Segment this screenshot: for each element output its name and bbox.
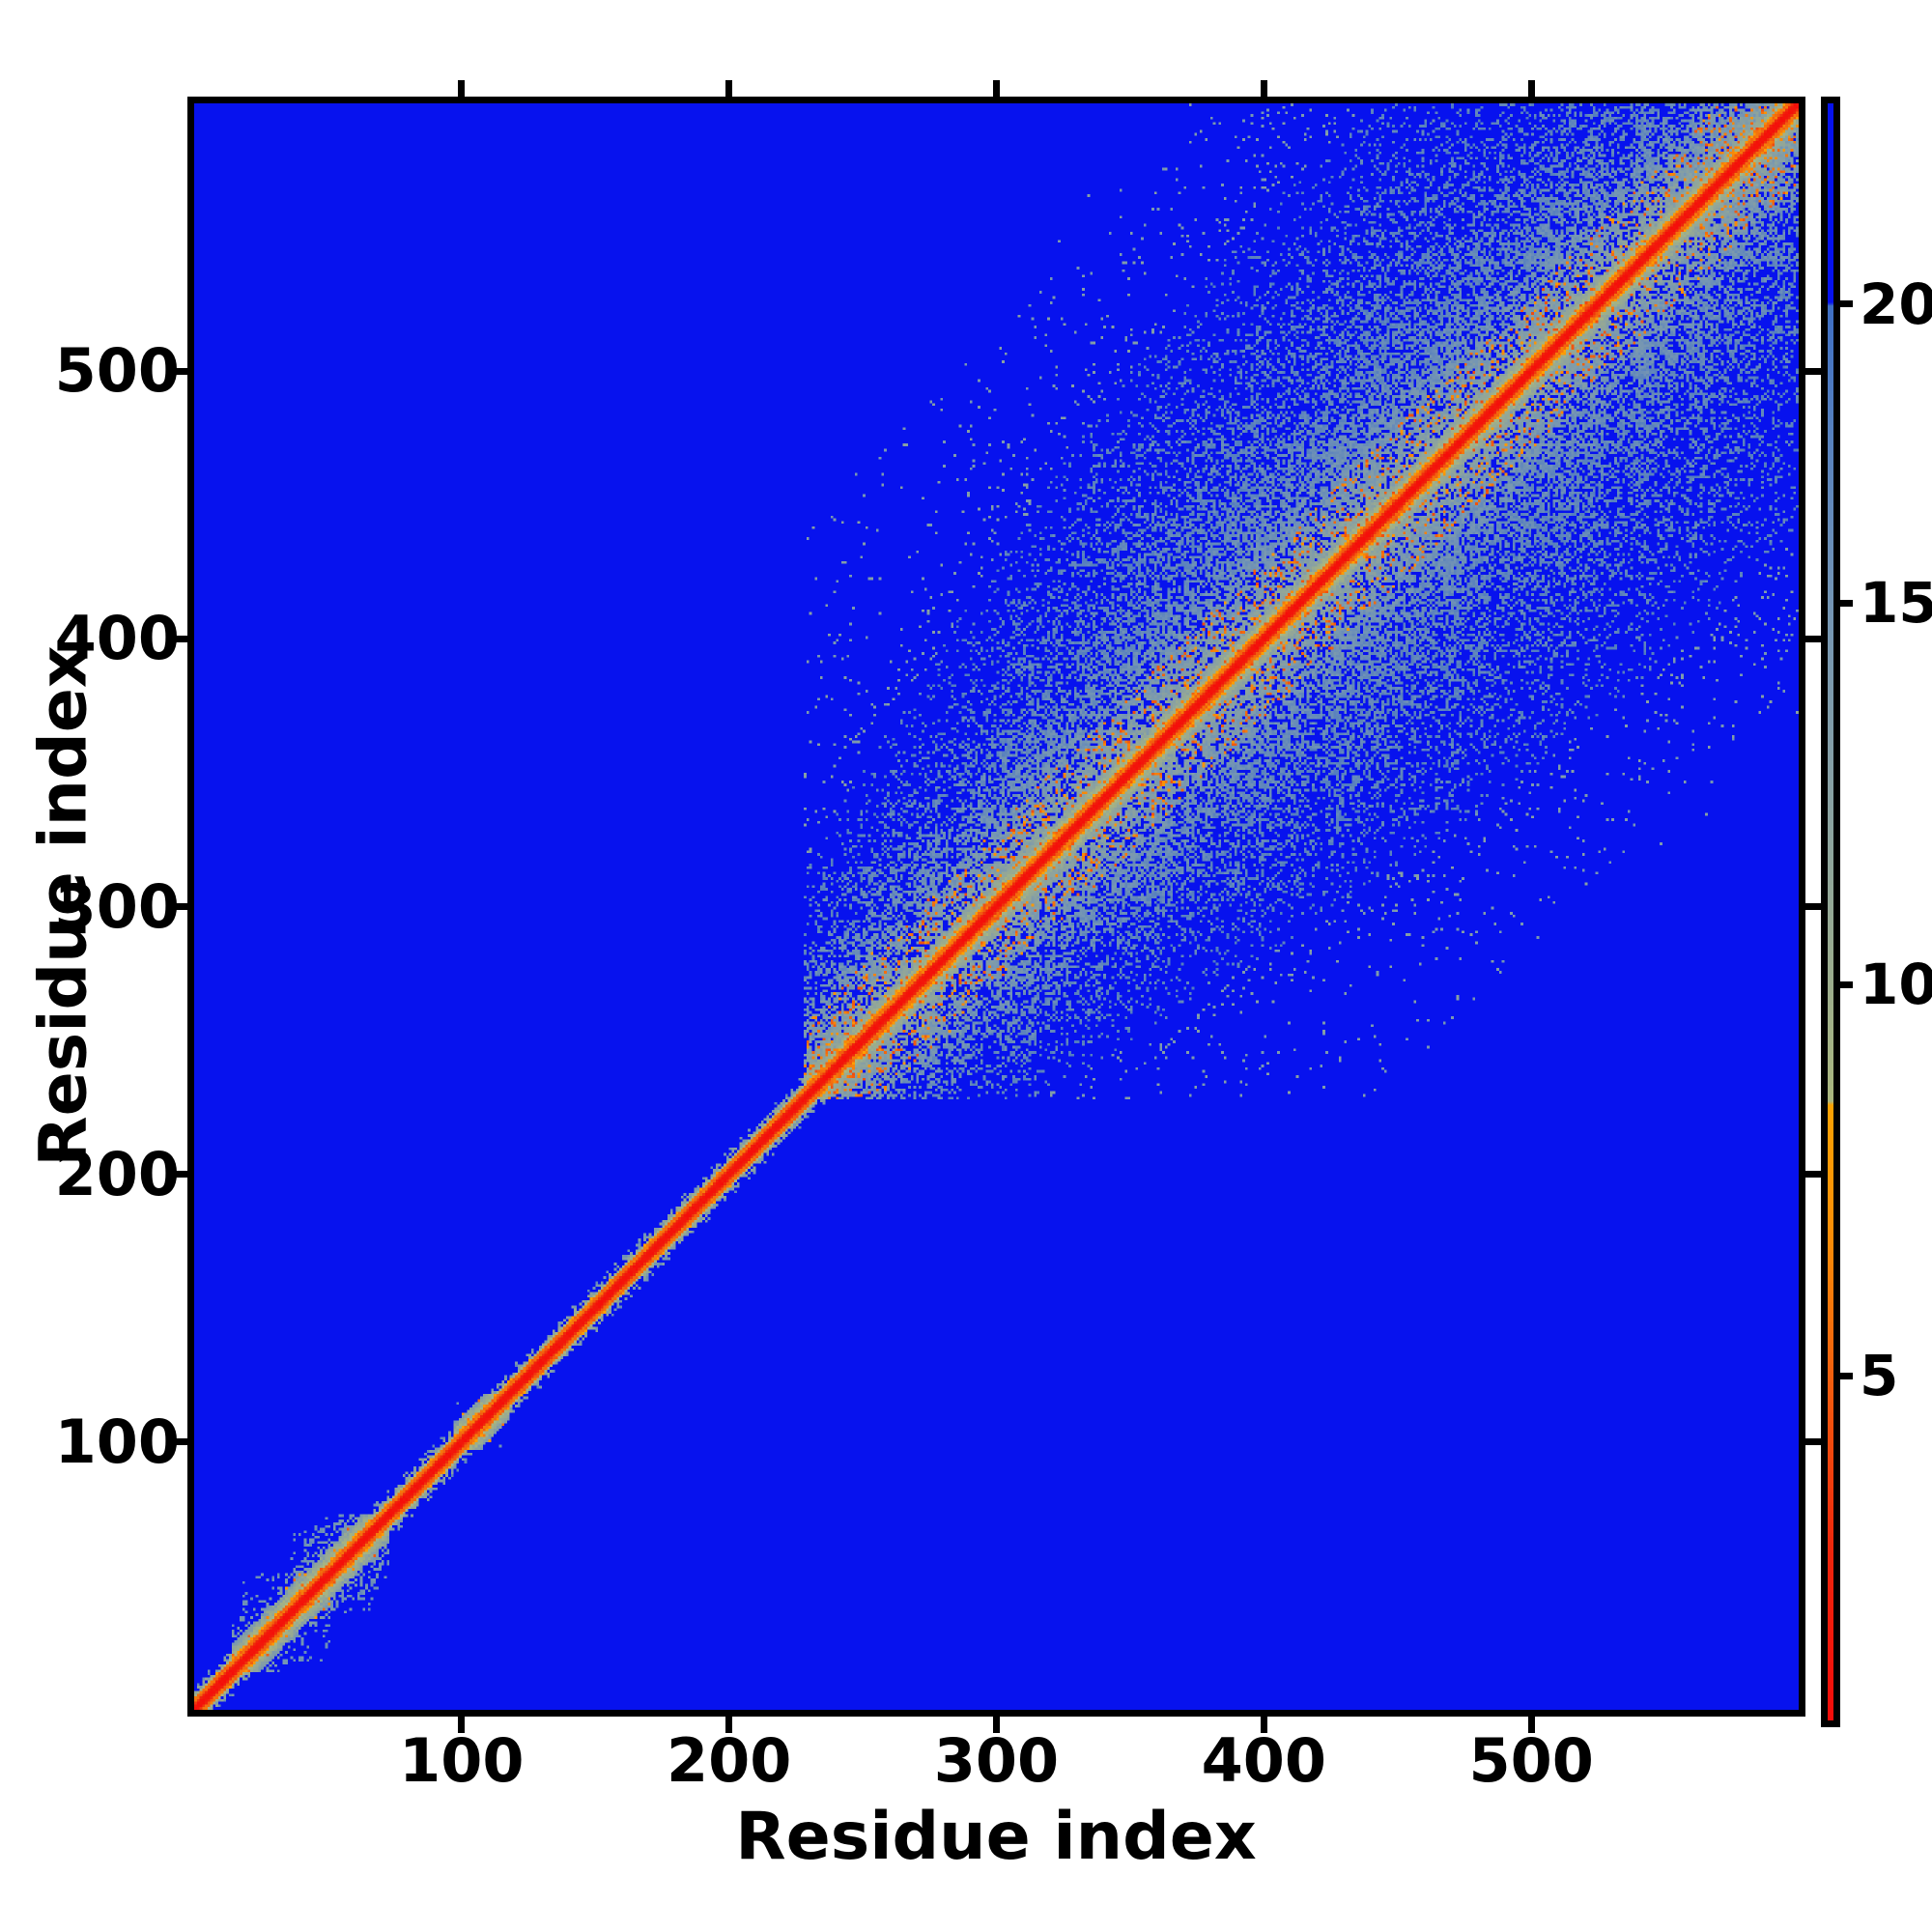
y-tick-label: 500	[54, 335, 180, 407]
colorbar-tick	[1840, 980, 1853, 988]
y-tick-left	[171, 1438, 187, 1446]
y-tick-left	[171, 635, 187, 642]
x-tick-label: 200	[666, 1725, 792, 1796]
colorbar-tick-label: 5	[1860, 1343, 1899, 1409]
x-tick-top	[1527, 80, 1535, 97]
x-tick-bottom	[1260, 1717, 1267, 1733]
x-tick-label: 500	[1468, 1725, 1594, 1796]
y-tick-right	[1805, 903, 1822, 910]
y-tick-right	[1805, 1171, 1822, 1179]
x-tick-bottom	[458, 1717, 466, 1733]
distance-map-heatmap	[194, 103, 1799, 1710]
y-tick-left	[171, 1171, 187, 1179]
colorbar-frame	[1821, 97, 1840, 1727]
y-axis-label: Residue index	[25, 645, 102, 1167]
colorbar-tick	[1840, 300, 1853, 308]
y-tick-label: 400	[54, 603, 180, 674]
x-tick-label: 100	[399, 1725, 525, 1796]
x-axis-label: Residue index	[735, 1799, 1257, 1875]
y-tick-right	[1805, 367, 1822, 375]
colorbar-gradient	[1828, 103, 1833, 1720]
colorbar-tick	[1840, 599, 1853, 607]
y-tick-label: 300	[54, 870, 180, 942]
x-tick-bottom	[725, 1717, 733, 1733]
y-tick-label: 100	[54, 1406, 180, 1477]
x-tick-label: 300	[933, 1725, 1060, 1796]
colorbar-tick	[1840, 1372, 1853, 1379]
y-tick-right	[1805, 1438, 1822, 1446]
colorbar-tick-label: 20	[1860, 270, 1932, 337]
y-tick-label: 200	[54, 1138, 180, 1209]
x-tick-top	[458, 80, 466, 97]
x-tick-label: 400	[1201, 1725, 1327, 1796]
colorbar-tick-label: 15	[1860, 570, 1932, 637]
x-tick-top	[725, 80, 733, 97]
y-tick-right	[1805, 635, 1822, 642]
x-tick-bottom	[1527, 1717, 1535, 1733]
x-tick-top	[993, 80, 1000, 97]
y-tick-left	[171, 367, 187, 375]
colorbar-tick-label: 10	[1860, 952, 1932, 1018]
x-tick-bottom	[993, 1717, 1000, 1733]
x-tick-top	[1260, 80, 1267, 97]
y-tick-left	[171, 903, 187, 910]
